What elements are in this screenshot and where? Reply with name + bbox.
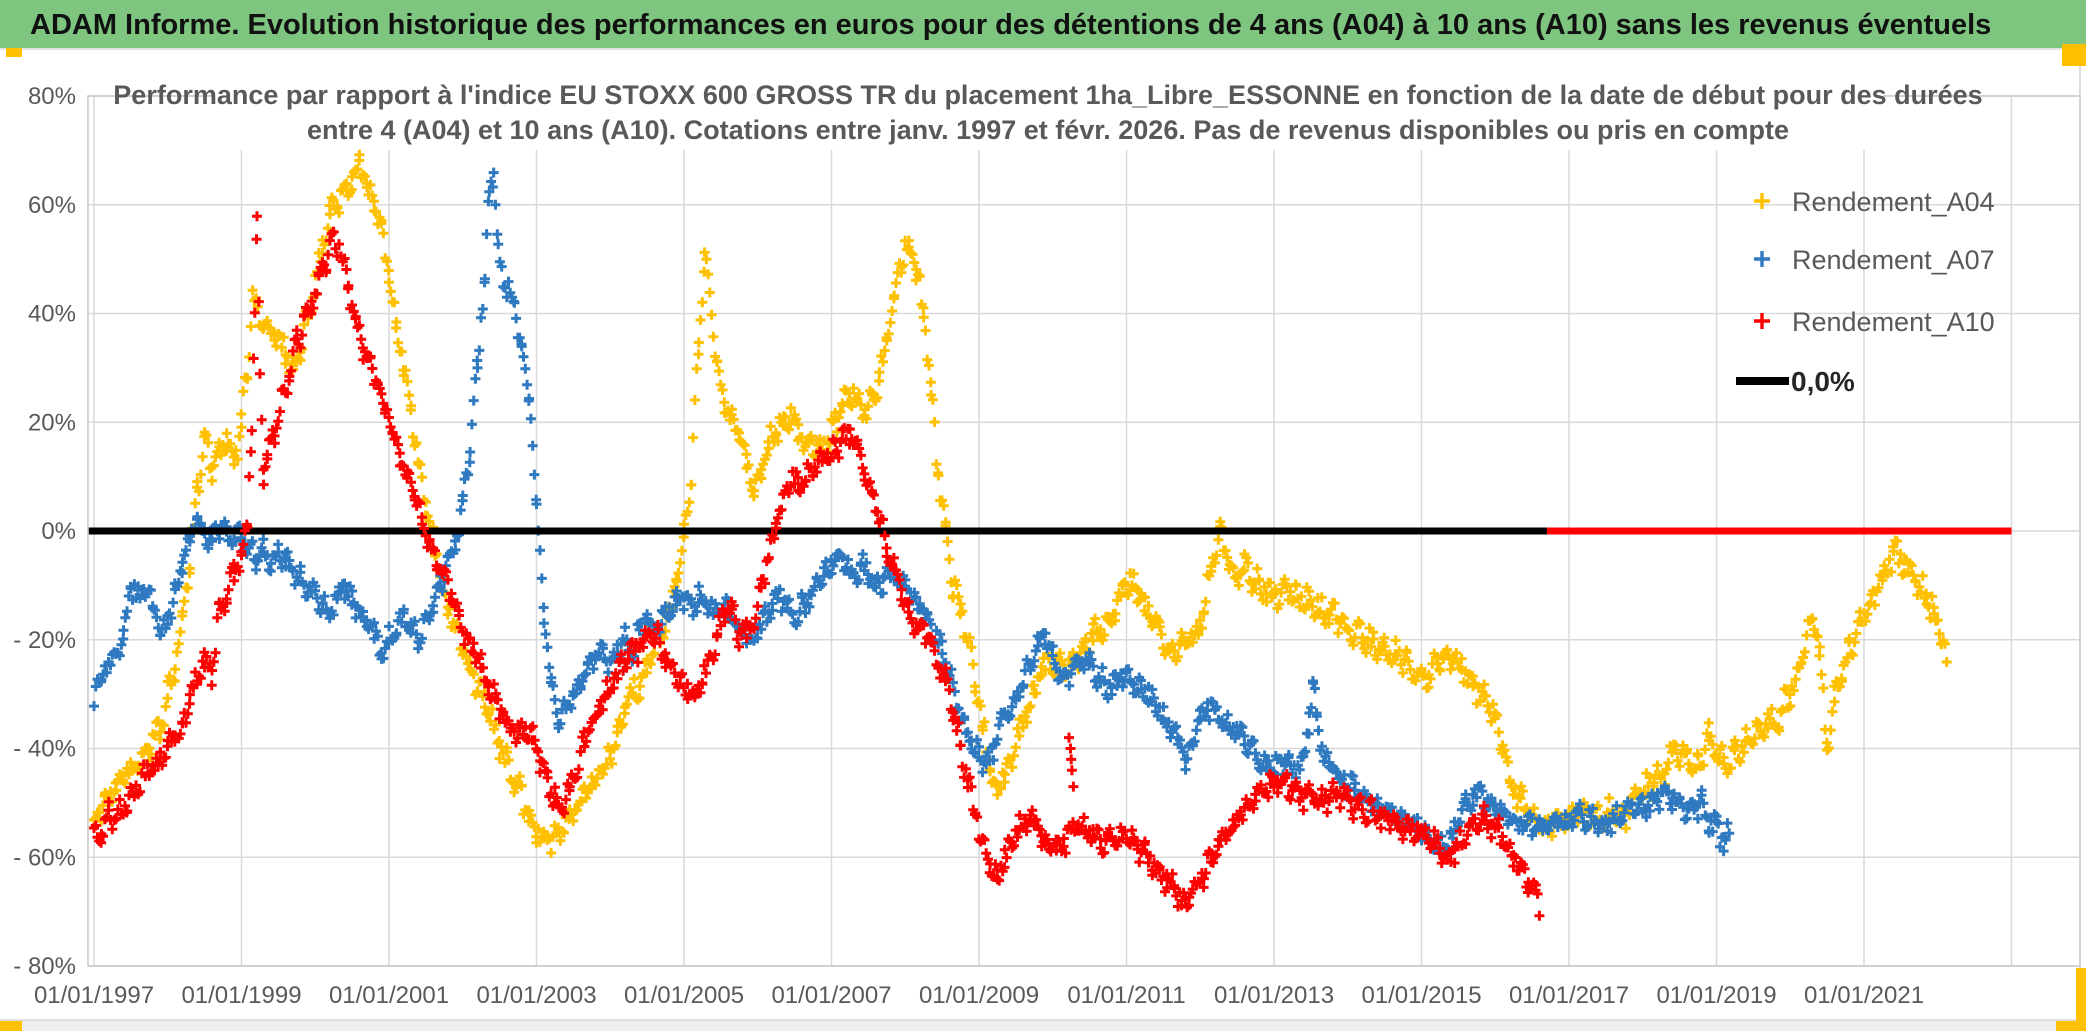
legend-label: 0,0% xyxy=(1791,366,1855,397)
series-rendement-a04 xyxy=(89,149,1952,858)
corner-accent-bottom-left xyxy=(0,1021,22,1031)
footer-strip xyxy=(0,1020,2086,1031)
x-tick-label: 01/01/2015 xyxy=(1361,982,1481,1009)
x-tick-label: 01/01/2005 xyxy=(624,982,744,1009)
corner-accent-top-right xyxy=(2062,44,2086,66)
x-tick-label: 01/01/2019 xyxy=(1656,982,1776,1009)
plus-marker-icon xyxy=(1754,251,1770,267)
x-tick-label: 01/01/2017 xyxy=(1509,982,1629,1009)
plot-area xyxy=(88,149,2012,921)
chart-subtitle-line2: entre 4 (A04) et 10 ans (A10). Cotations… xyxy=(307,115,1789,145)
legend-item-rendement-a10: Rendement_A10 xyxy=(1754,307,1995,337)
y-tick-label: 40% xyxy=(28,301,76,328)
y-tick-label: 80% xyxy=(28,83,76,110)
x-tick-label: 01/01/2003 xyxy=(476,982,596,1009)
legend-item-rendement-a04: Rendement_A04 xyxy=(1754,187,1995,217)
y-tick-label: 20% xyxy=(28,409,76,436)
series-rendement-a10-outliers xyxy=(1064,732,1079,792)
legend-item-rendement-a07: Rendement_A07 xyxy=(1754,245,1995,275)
x-tick-label: 01/01/1997 xyxy=(34,982,154,1009)
corner-accent-top-left xyxy=(6,48,22,57)
page-title: ADAM Informe. Evolution historique des p… xyxy=(30,9,1991,41)
legend-label: Rendement_A10 xyxy=(1792,307,1995,337)
plus-marker-icon xyxy=(1754,313,1770,329)
axis-labels: 80%60%40%20%0%- 20%- 40%- 60%- 80%01/01/… xyxy=(13,83,1924,1009)
corner-accent-bottom-right-h xyxy=(2056,1021,2086,1031)
legend-label: Rendement_A04 xyxy=(1792,187,1995,217)
corner-accent-bottom-right-v xyxy=(2076,968,2086,1031)
x-tick-label: 01/01/1999 xyxy=(181,982,301,1009)
y-tick-label: - 40% xyxy=(13,736,76,763)
legend: Rendement_A04 Rendement_A07 Rendement_A1… xyxy=(1736,187,1995,397)
x-tick-label: 01/01/2021 xyxy=(1804,982,1924,1009)
y-tick-label: - 80% xyxy=(13,953,76,980)
x-tick-label: 01/01/2007 xyxy=(771,982,891,1009)
title-bar xyxy=(0,0,2086,48)
legend-item-zero-line: 0,0% xyxy=(1736,366,1855,397)
x-tick-label: 01/01/2001 xyxy=(329,982,449,1009)
x-tick-label: 01/01/2011 xyxy=(1067,982,1185,1009)
subtitle-backing xyxy=(215,60,1883,150)
plus-marker-icon xyxy=(1754,193,1770,209)
x-tick-label: 01/01/2009 xyxy=(919,982,1039,1009)
chart-subtitle-line1: Performance par rapport à l'indice EU ST… xyxy=(113,80,1982,110)
y-tick-label: - 60% xyxy=(13,844,76,871)
y-tick-label: - 20% xyxy=(13,627,76,654)
x-tick-label: 01/01/2013 xyxy=(1214,982,1334,1009)
series-rendement-a10 xyxy=(89,211,1545,921)
legend-label: Rendement_A07 xyxy=(1792,245,1995,275)
y-tick-label: 0% xyxy=(41,518,76,545)
y-tick-label: 60% xyxy=(28,192,76,219)
